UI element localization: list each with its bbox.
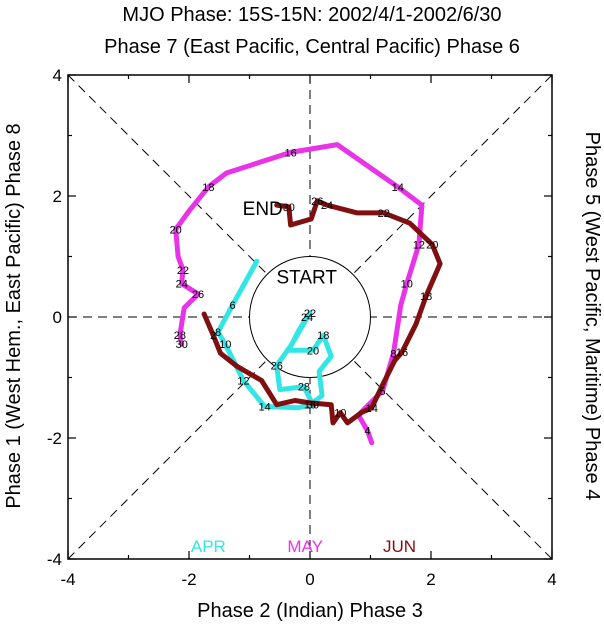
point-label: 28 [174, 330, 186, 342]
point-label: 22 [378, 208, 390, 220]
point-label: 18 [317, 330, 329, 342]
point-label: 26 [192, 289, 204, 301]
x-tick-label: 4 [547, 570, 556, 589]
point-label: 12 [237, 376, 249, 388]
point-label: 16 [396, 347, 408, 359]
y-tick-label: -4 [47, 550, 62, 569]
x-ticks-layer: -4 -2 0 2 4 [60, 75, 557, 589]
point-label: 22 [304, 308, 316, 320]
point-label: 22 [177, 265, 189, 277]
point-label: 30 [176, 339, 188, 351]
point-label: 24 [176, 279, 188, 291]
legend-entry-jun: JUN [383, 537, 416, 556]
legend-entry-may: MAY [287, 537, 323, 556]
point-label: 14 [392, 182, 404, 194]
y-tick-label: -2 [47, 429, 62, 448]
point-label: 26 [311, 196, 323, 208]
point-label: 10 [219, 339, 231, 351]
point-label: 16 [304, 400, 316, 412]
x-tick-label: 2 [426, 570, 435, 589]
point-label: 24 [321, 200, 333, 212]
y-tick-label: 4 [53, 66, 62, 85]
top-axis-label: Phase 7 (East Pacific, Central Pacific) … [104, 36, 520, 58]
point-label: 30 [307, 400, 319, 412]
y-tick-label: 0 [53, 308, 62, 327]
point-label: 28 [298, 382, 310, 394]
chart-title: MJO Phase: 15S-15N: 2002/4/1-2002/6/30 [122, 4, 501, 26]
point-label: 8 [215, 327, 221, 339]
point-label: 18 [202, 182, 214, 194]
point-label: 8 [390, 348, 396, 360]
point-label: 26 [271, 360, 283, 372]
point-label: 14 [366, 403, 378, 415]
legend: APR MAY JUN [191, 537, 416, 556]
point-label: 20 [426, 239, 438, 251]
y-tick-label: 2 [53, 187, 62, 206]
series-line-jun [201, 198, 443, 426]
point-label: 12 [413, 239, 425, 251]
diagonal-guide-line [67, 74, 553, 560]
series-layer [173, 142, 443, 446]
point-label: 30 [283, 202, 295, 214]
legend-entry-apr: APR [191, 537, 226, 556]
right-axis-label: Phase 5 (West Pacific, Maritime) Phase 4 [581, 132, 603, 501]
x-tick-label: -4 [60, 570, 75, 589]
x-tick-label: 0 [305, 570, 314, 589]
point-label: 10 [334, 408, 346, 420]
point-label: 5 [380, 386, 386, 398]
point-label: 16 [285, 147, 297, 159]
point-label: 24 [301, 312, 313, 324]
start-label: START [276, 267, 337, 288]
end-label: END [243, 199, 283, 220]
bottom-axis-label: Phase 2 (Indian) Phase 3 [197, 600, 423, 622]
point-label: 20 [307, 345, 319, 357]
x-tick-label: -2 [181, 570, 196, 589]
point-label: 10 [401, 279, 413, 291]
point-label: 14 [259, 402, 271, 414]
point-label: 2 [210, 330, 216, 342]
point-label: 4 [364, 426, 370, 438]
left-axis-label: Phase 1 (West Hem., East Pacific) Phase … [3, 123, 25, 508]
point-label: 6 [229, 300, 235, 312]
diagonal-guide-line [67, 74, 553, 560]
point-label: 20 [170, 224, 182, 236]
point-label: 18 [420, 291, 432, 303]
